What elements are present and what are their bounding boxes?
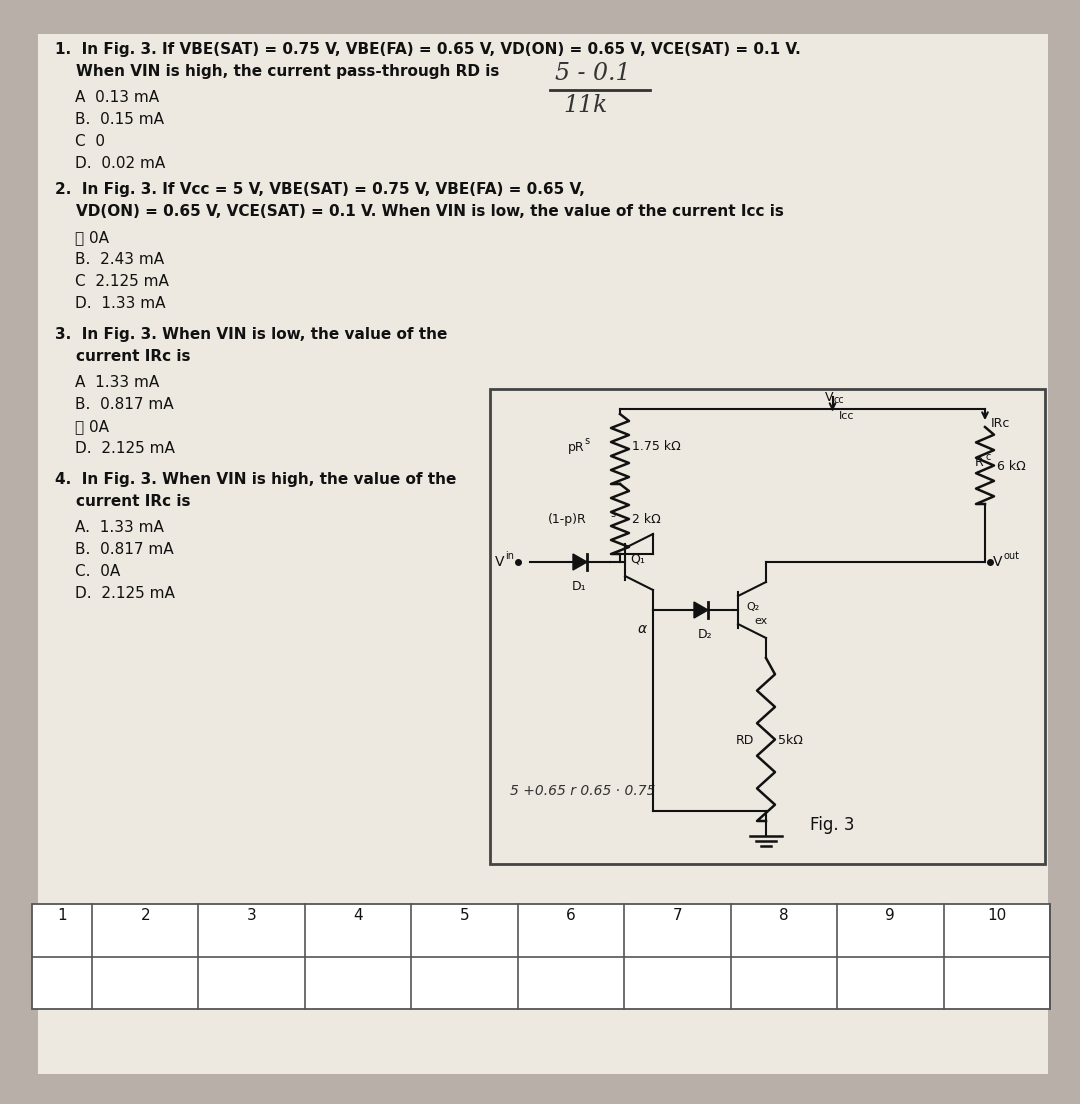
Text: D.  1.33 mA: D. 1.33 mA <box>75 296 165 311</box>
Text: 10: 10 <box>987 907 1007 923</box>
Text: 3.  In Fig. 3. When VIN is low, the value of the: 3. In Fig. 3. When VIN is low, the value… <box>55 327 447 342</box>
Bar <box>32 904 1050 1009</box>
Text: D.  2.125 mA: D. 2.125 mA <box>75 440 175 456</box>
Text: 6: 6 <box>566 907 576 923</box>
Text: D.  0.02 mA: D. 0.02 mA <box>75 156 165 171</box>
Text: 4.  In Fig. 3. When VIN is high, the value of the: 4. In Fig. 3. When VIN is high, the valu… <box>55 473 457 487</box>
Text: Ⓐ 0A: Ⓐ 0A <box>75 420 109 434</box>
Text: 1.  In Fig. 3. If VBE(SAT) = 0.75 V, VBE(FA) = 0.65 V, VD(ON) = 0.65 V, VCE(SAT): 1. In Fig. 3. If VBE(SAT) = 0.75 V, VBE(… <box>55 42 800 57</box>
Bar <box>490 389 1045 864</box>
Text: 5: 5 <box>460 907 470 923</box>
Text: V: V <box>824 391 833 404</box>
Text: Fig. 3: Fig. 3 <box>810 816 854 834</box>
Text: C.  0A: C. 0A <box>75 564 120 578</box>
Text: Ⓐ 0A: Ⓐ 0A <box>75 230 109 245</box>
Text: 2.  In Fig. 3. If Vcc = 5 V, VBE(SAT) = 0.75 V, VBE(FA) = 0.65 V,: 2. In Fig. 3. If Vcc = 5 V, VBE(SAT) = 0… <box>55 182 585 197</box>
Text: D.  2.125 mA: D. 2.125 mA <box>75 586 175 601</box>
Text: C  2.125 mA: C 2.125 mA <box>75 274 168 289</box>
Text: V: V <box>495 555 504 569</box>
Text: out: out <box>1003 551 1020 561</box>
Text: s: s <box>584 436 589 446</box>
Text: A.  1.33 mA: A. 1.33 mA <box>75 520 164 535</box>
Polygon shape <box>694 602 708 618</box>
Text: in: in <box>505 551 514 561</box>
Text: 5 +0.65 r 0.65 ⋅ 0.75: 5 +0.65 r 0.65 ⋅ 0.75 <box>510 784 656 798</box>
Text: 1: 1 <box>57 907 67 923</box>
Text: 5kΩ: 5kΩ <box>778 733 802 746</box>
Text: RD: RD <box>735 733 754 746</box>
Text: 1.75 kΩ: 1.75 kΩ <box>632 440 680 454</box>
Text: current IRc is: current IRc is <box>55 493 190 509</box>
Text: A  1.33 mA: A 1.33 mA <box>75 375 159 390</box>
Text: 5 - 0.1: 5 - 0.1 <box>555 62 631 85</box>
Text: R: R <box>975 456 984 468</box>
Text: 3: 3 <box>247 907 257 923</box>
Text: α: α <box>638 622 647 636</box>
Text: Icc: Icc <box>838 411 854 421</box>
Polygon shape <box>573 554 588 570</box>
Text: 6 kΩ: 6 kΩ <box>997 459 1026 473</box>
Text: VD(ON) = 0.65 V, VCE(SAT) = 0.1 V. When VIN is low, the value of the current Icc: VD(ON) = 0.65 V, VCE(SAT) = 0.1 V. When … <box>55 204 784 219</box>
Text: B.  0.817 mA: B. 0.817 mA <box>75 542 174 558</box>
Text: B.  0.15 mA: B. 0.15 mA <box>75 112 164 127</box>
Text: current IRc is: current IRc is <box>55 349 190 364</box>
Text: C  0: C 0 <box>75 134 105 149</box>
Text: IRc: IRc <box>991 417 1011 429</box>
Text: A  0.13 mA: A 0.13 mA <box>75 91 159 105</box>
Text: 7: 7 <box>673 907 683 923</box>
Text: V: V <box>993 555 1002 569</box>
Text: Q₂: Q₂ <box>746 602 759 612</box>
Text: ex: ex <box>754 616 767 626</box>
Text: D₂: D₂ <box>698 628 713 641</box>
Text: 8: 8 <box>779 907 788 923</box>
Text: pR: pR <box>568 440 584 454</box>
Text: c: c <box>985 452 990 461</box>
Text: D₁: D₁ <box>572 580 586 593</box>
Text: 2: 2 <box>140 907 150 923</box>
Text: B.  0.817 mA: B. 0.817 mA <box>75 397 174 412</box>
Text: 11k: 11k <box>563 94 607 117</box>
Text: s: s <box>610 509 616 519</box>
Text: (1-p)R: (1-p)R <box>548 513 586 526</box>
Text: 2 kΩ: 2 kΩ <box>632 513 661 526</box>
Text: When VIN is high, the current pass-through RD is: When VIN is high, the current pass-throu… <box>55 64 499 79</box>
Text: 9: 9 <box>886 907 895 923</box>
Text: 4: 4 <box>353 907 363 923</box>
Text: cc: cc <box>834 395 845 405</box>
Text: Q₁: Q₁ <box>630 552 645 565</box>
Text: B.  2.43 mA: B. 2.43 mA <box>75 252 164 267</box>
